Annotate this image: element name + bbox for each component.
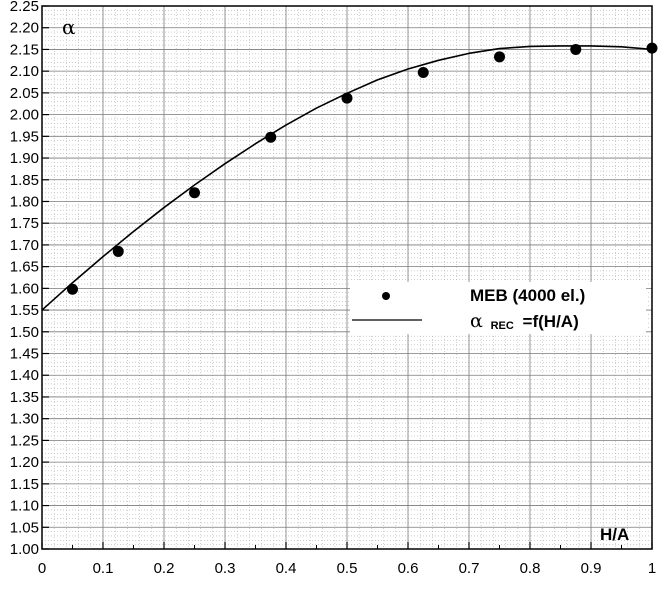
y-tick-label: 2.25 <box>10 0 39 15</box>
y-tick-label: 1.80 <box>10 193 39 210</box>
y-tick-label: 1.65 <box>10 259 39 276</box>
x-tick-label: 0.7 <box>459 560 480 577</box>
y-tick-label: 2.20 <box>10 20 39 37</box>
x-tick-label: 0 <box>38 560 46 577</box>
legend-alpha-symbol: α <box>470 310 483 332</box>
y-axis-title: α <box>62 15 76 39</box>
y-tick-label: 1.85 <box>10 172 39 189</box>
x-tick-label: 0.5 <box>337 560 358 577</box>
y-tick-label: 1.75 <box>10 215 39 232</box>
major-grid <box>42 6 652 549</box>
x-tick-labels: 0 0.1 0.2 0.3 0.4 0.5 0.6 0.7 0.8 0.9 1 <box>38 560 656 577</box>
legend-label-alpha-rec: α REC =f(H/A) <box>470 310 579 333</box>
y-tick-label: 1.70 <box>10 237 39 254</box>
legend-box <box>350 282 646 334</box>
y-tick-label: 1.60 <box>10 280 39 297</box>
y-tick-label: 2.05 <box>10 85 39 102</box>
y-tick-label: 2.15 <box>10 41 39 58</box>
y-tick-label: 1.20 <box>10 454 39 471</box>
y-tick-label: 1.10 <box>10 498 39 515</box>
y-tick-label: 1.40 <box>10 367 39 384</box>
y-tick-label: 1.50 <box>10 324 39 341</box>
data-point-meb <box>341 92 353 104</box>
y-tick-label: 1.05 <box>10 519 39 536</box>
legend-marker-meb <box>382 292 390 300</box>
minor-grid <box>42 6 652 549</box>
legend-label-meb: MEB (4000 el.) <box>470 286 585 305</box>
data-point-meb <box>494 51 505 63</box>
y-tick-label: 1.95 <box>10 128 39 145</box>
y-tick-label: 1.55 <box>10 302 39 319</box>
data-point-meb <box>570 43 582 55</box>
y-tick-label: 1.30 <box>10 411 39 428</box>
data-point-meb <box>112 245 124 257</box>
x-tick-label: 0.2 <box>154 560 175 577</box>
y-tick-label: 1.45 <box>10 346 39 363</box>
x-tick-label: 0.8 <box>520 560 541 577</box>
y-tick-labels: 1.00 1.05 1.10 1.15 1.20 1.25 1.30 1.35 1.40 1.45… <box>10 0 39 558</box>
x-tick-label: 0.1 <box>93 560 114 577</box>
data-point-meb <box>265 131 277 143</box>
x-axis-title: H/A <box>600 525 629 544</box>
y-tick-label: 1.00 <box>10 541 39 558</box>
y-tick-label: 1.35 <box>10 389 39 406</box>
x-tick-label: 0.3 <box>215 560 236 577</box>
x-tick-label: 1 <box>648 560 656 577</box>
legend-alpha-formula: =f(H/A) <box>523 312 579 331</box>
y-tick-label: 2.10 <box>10 63 39 80</box>
x-tick-label: 0.4 <box>276 560 297 577</box>
y-tick-label: 1.25 <box>10 432 39 449</box>
y-tick-label: 2.00 <box>10 107 39 124</box>
data-point-meb <box>417 66 429 78</box>
series-layer <box>41 42 658 311</box>
legend-alpha-subscript: REC <box>491 320 514 332</box>
x-tick-label: 0.6 <box>398 560 419 577</box>
legend: MEB (4000 el.) α REC =f(H/A) <box>350 282 646 334</box>
x-tick-label: 0.9 <box>581 560 602 577</box>
data-point-meb <box>189 187 200 199</box>
y-tick-label: 1.15 <box>10 476 39 493</box>
data-point-meb <box>67 283 78 295</box>
y-tick-label: 1.90 <box>10 150 39 167</box>
plot-frame <box>41 5 653 550</box>
